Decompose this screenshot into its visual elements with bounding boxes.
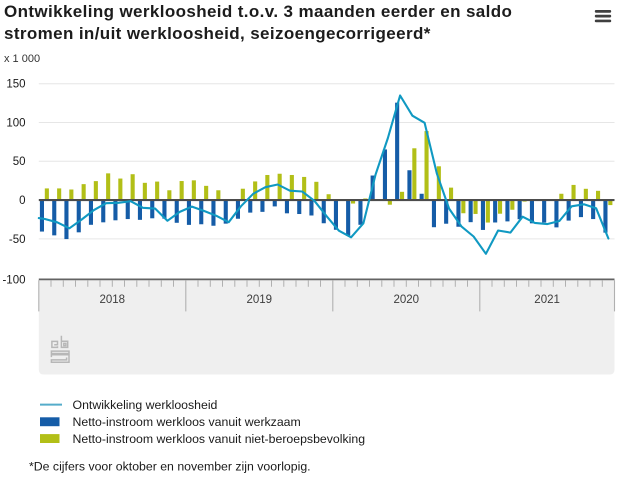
svg-text:2021: 2021 — [534, 294, 560, 306]
svg-text:Netto-instroom werkloos vanuit: Netto-instroom werkloos vanuit niet-bero… — [73, 432, 366, 446]
svg-text:150: 150 — [6, 79, 25, 91]
svg-text:0: 0 — [19, 195, 25, 207]
svg-text:x 1 000: x 1 000 — [4, 53, 40, 65]
svg-text:*De cijfers voor oktober en no: *De cijfers voor oktober en november zij… — [29, 460, 311, 474]
svg-text:50: 50 — [13, 156, 26, 168]
svg-text:2018: 2018 — [100, 294, 126, 306]
svg-text:2019: 2019 — [247, 294, 273, 306]
svg-text:Ontwikkeling werkloosheid: Ontwikkeling werkloosheid — [73, 398, 218, 412]
svg-text:2020: 2020 — [394, 294, 420, 306]
svg-text:Netto-instroom werkloos vanuit: Netto-instroom werkloos vanuit werkzaam — [73, 415, 301, 429]
svg-text:-100: -100 — [2, 275, 25, 287]
svg-text:100: 100 — [6, 118, 25, 130]
svg-text:-50: -50 — [9, 234, 26, 246]
